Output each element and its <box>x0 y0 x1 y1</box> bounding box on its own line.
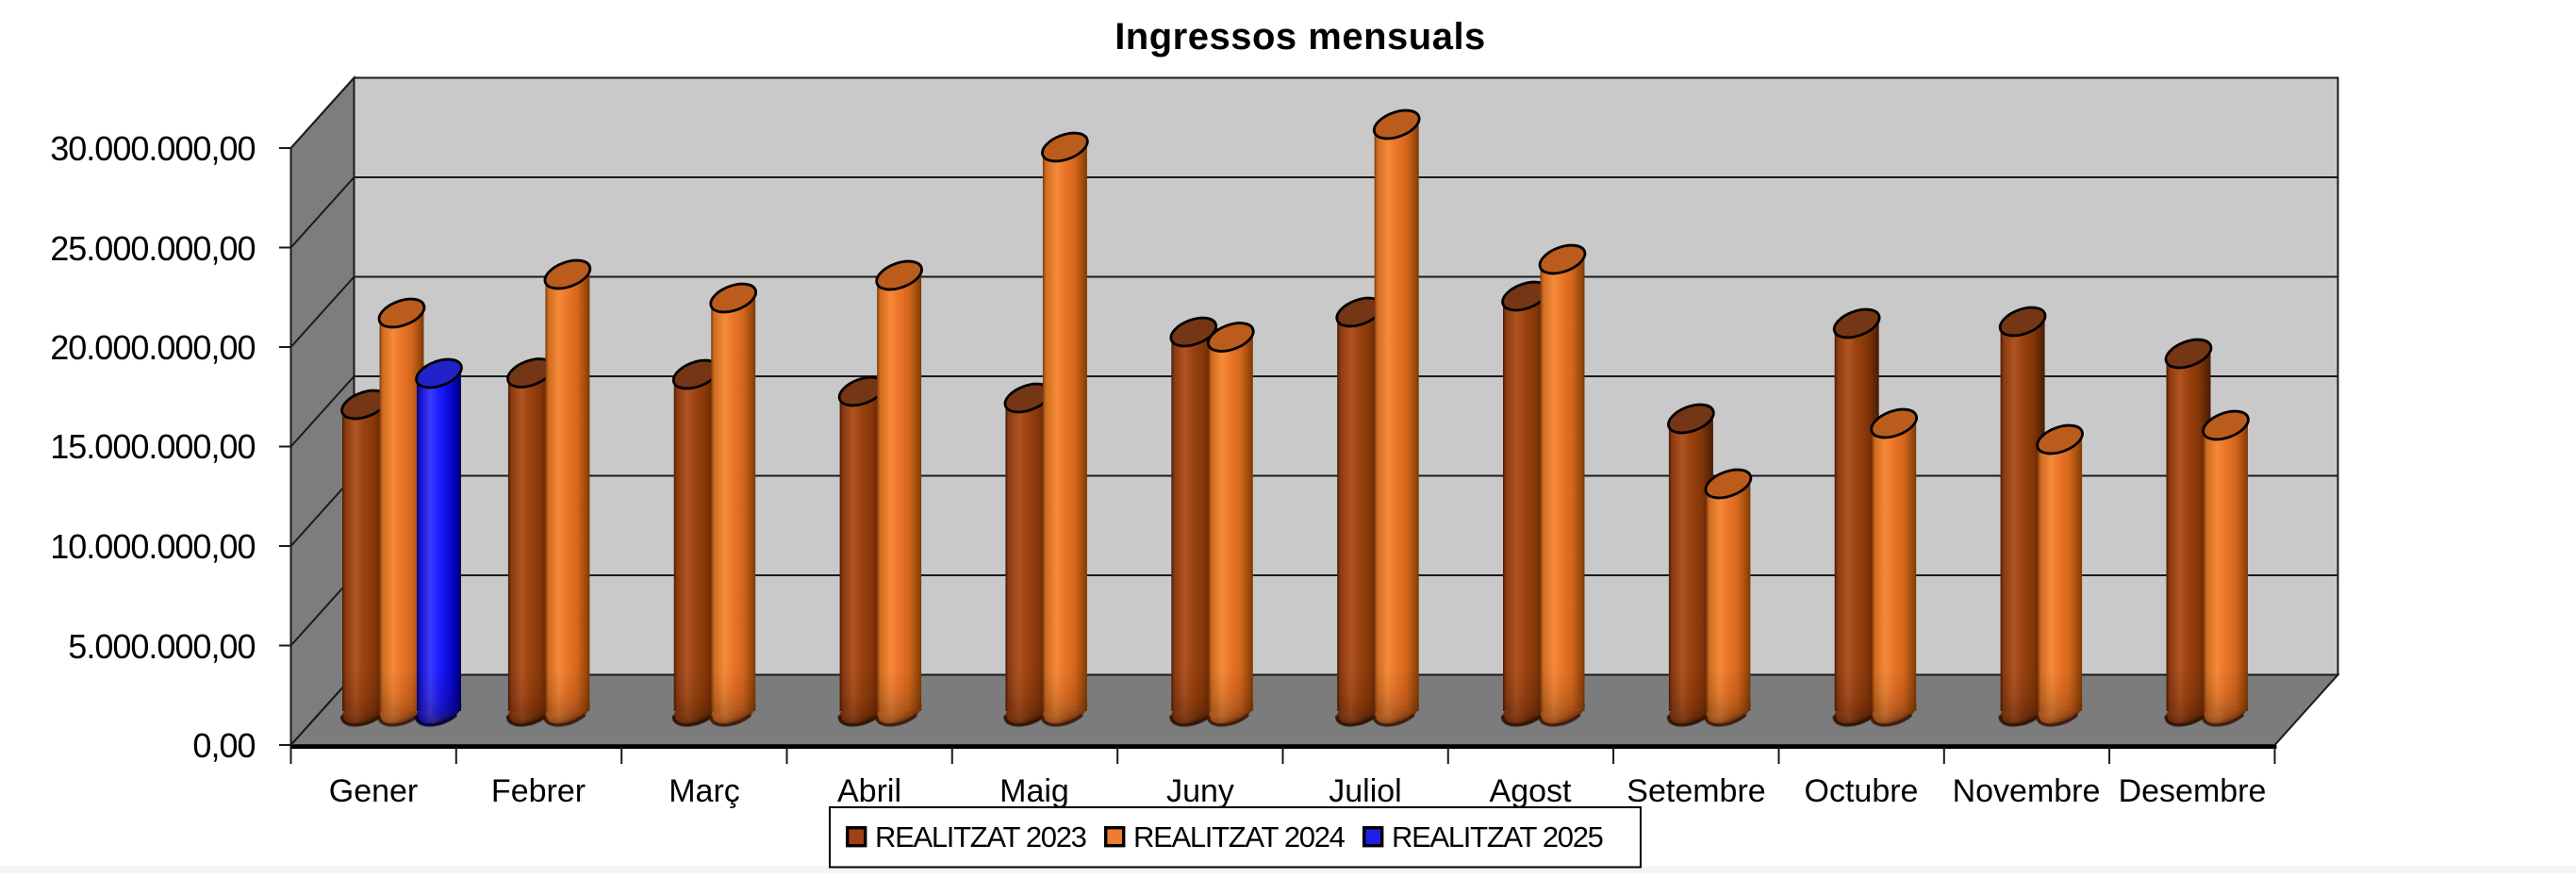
svg-text:10.000.000,00: 10.000.000,00 <box>50 527 255 566</box>
svg-text:25.000.000,00: 25.000.000,00 <box>50 229 255 268</box>
svg-text:0,00: 0,00 <box>192 726 255 765</box>
svg-text:Desembre: Desembre <box>2119 773 2267 809</box>
svg-text:Març: Març <box>669 773 740 809</box>
svg-text:REALITZAT 2025: REALITZAT 2025 <box>1392 820 1603 853</box>
svg-text:REALITZAT 2024: REALITZAT 2024 <box>1133 820 1346 853</box>
svg-text:REALITZAT 2023: REALITZAT 2023 <box>875 820 1086 853</box>
svg-text:Febrer: Febrer <box>491 773 586 809</box>
svg-text:5.000.000,00: 5.000.000,00 <box>68 627 255 666</box>
svg-text:20.000.000,00: 20.000.000,00 <box>50 328 255 367</box>
svg-text:Juliol: Juliol <box>1329 773 1401 809</box>
svg-text:15.000.000,00: 15.000.000,00 <box>50 427 255 466</box>
svg-text:Gener: Gener <box>329 773 419 809</box>
svg-text:Juny: Juny <box>1166 773 1234 809</box>
svg-text:Maig: Maig <box>999 773 1069 809</box>
svg-text:30.000.000,00: 30.000.000,00 <box>50 129 255 168</box>
svg-text:Abril: Abril <box>837 773 901 809</box>
svg-text:Octubre: Octubre <box>1805 773 1919 809</box>
svg-text:Ingressos mensuals: Ingressos mensuals <box>1115 16 1486 58</box>
svg-text:Agost: Agost <box>1490 773 1572 809</box>
svg-text:Setembre: Setembre <box>1627 773 1765 809</box>
svg-text:Novembre: Novembre <box>1953 773 2101 809</box>
